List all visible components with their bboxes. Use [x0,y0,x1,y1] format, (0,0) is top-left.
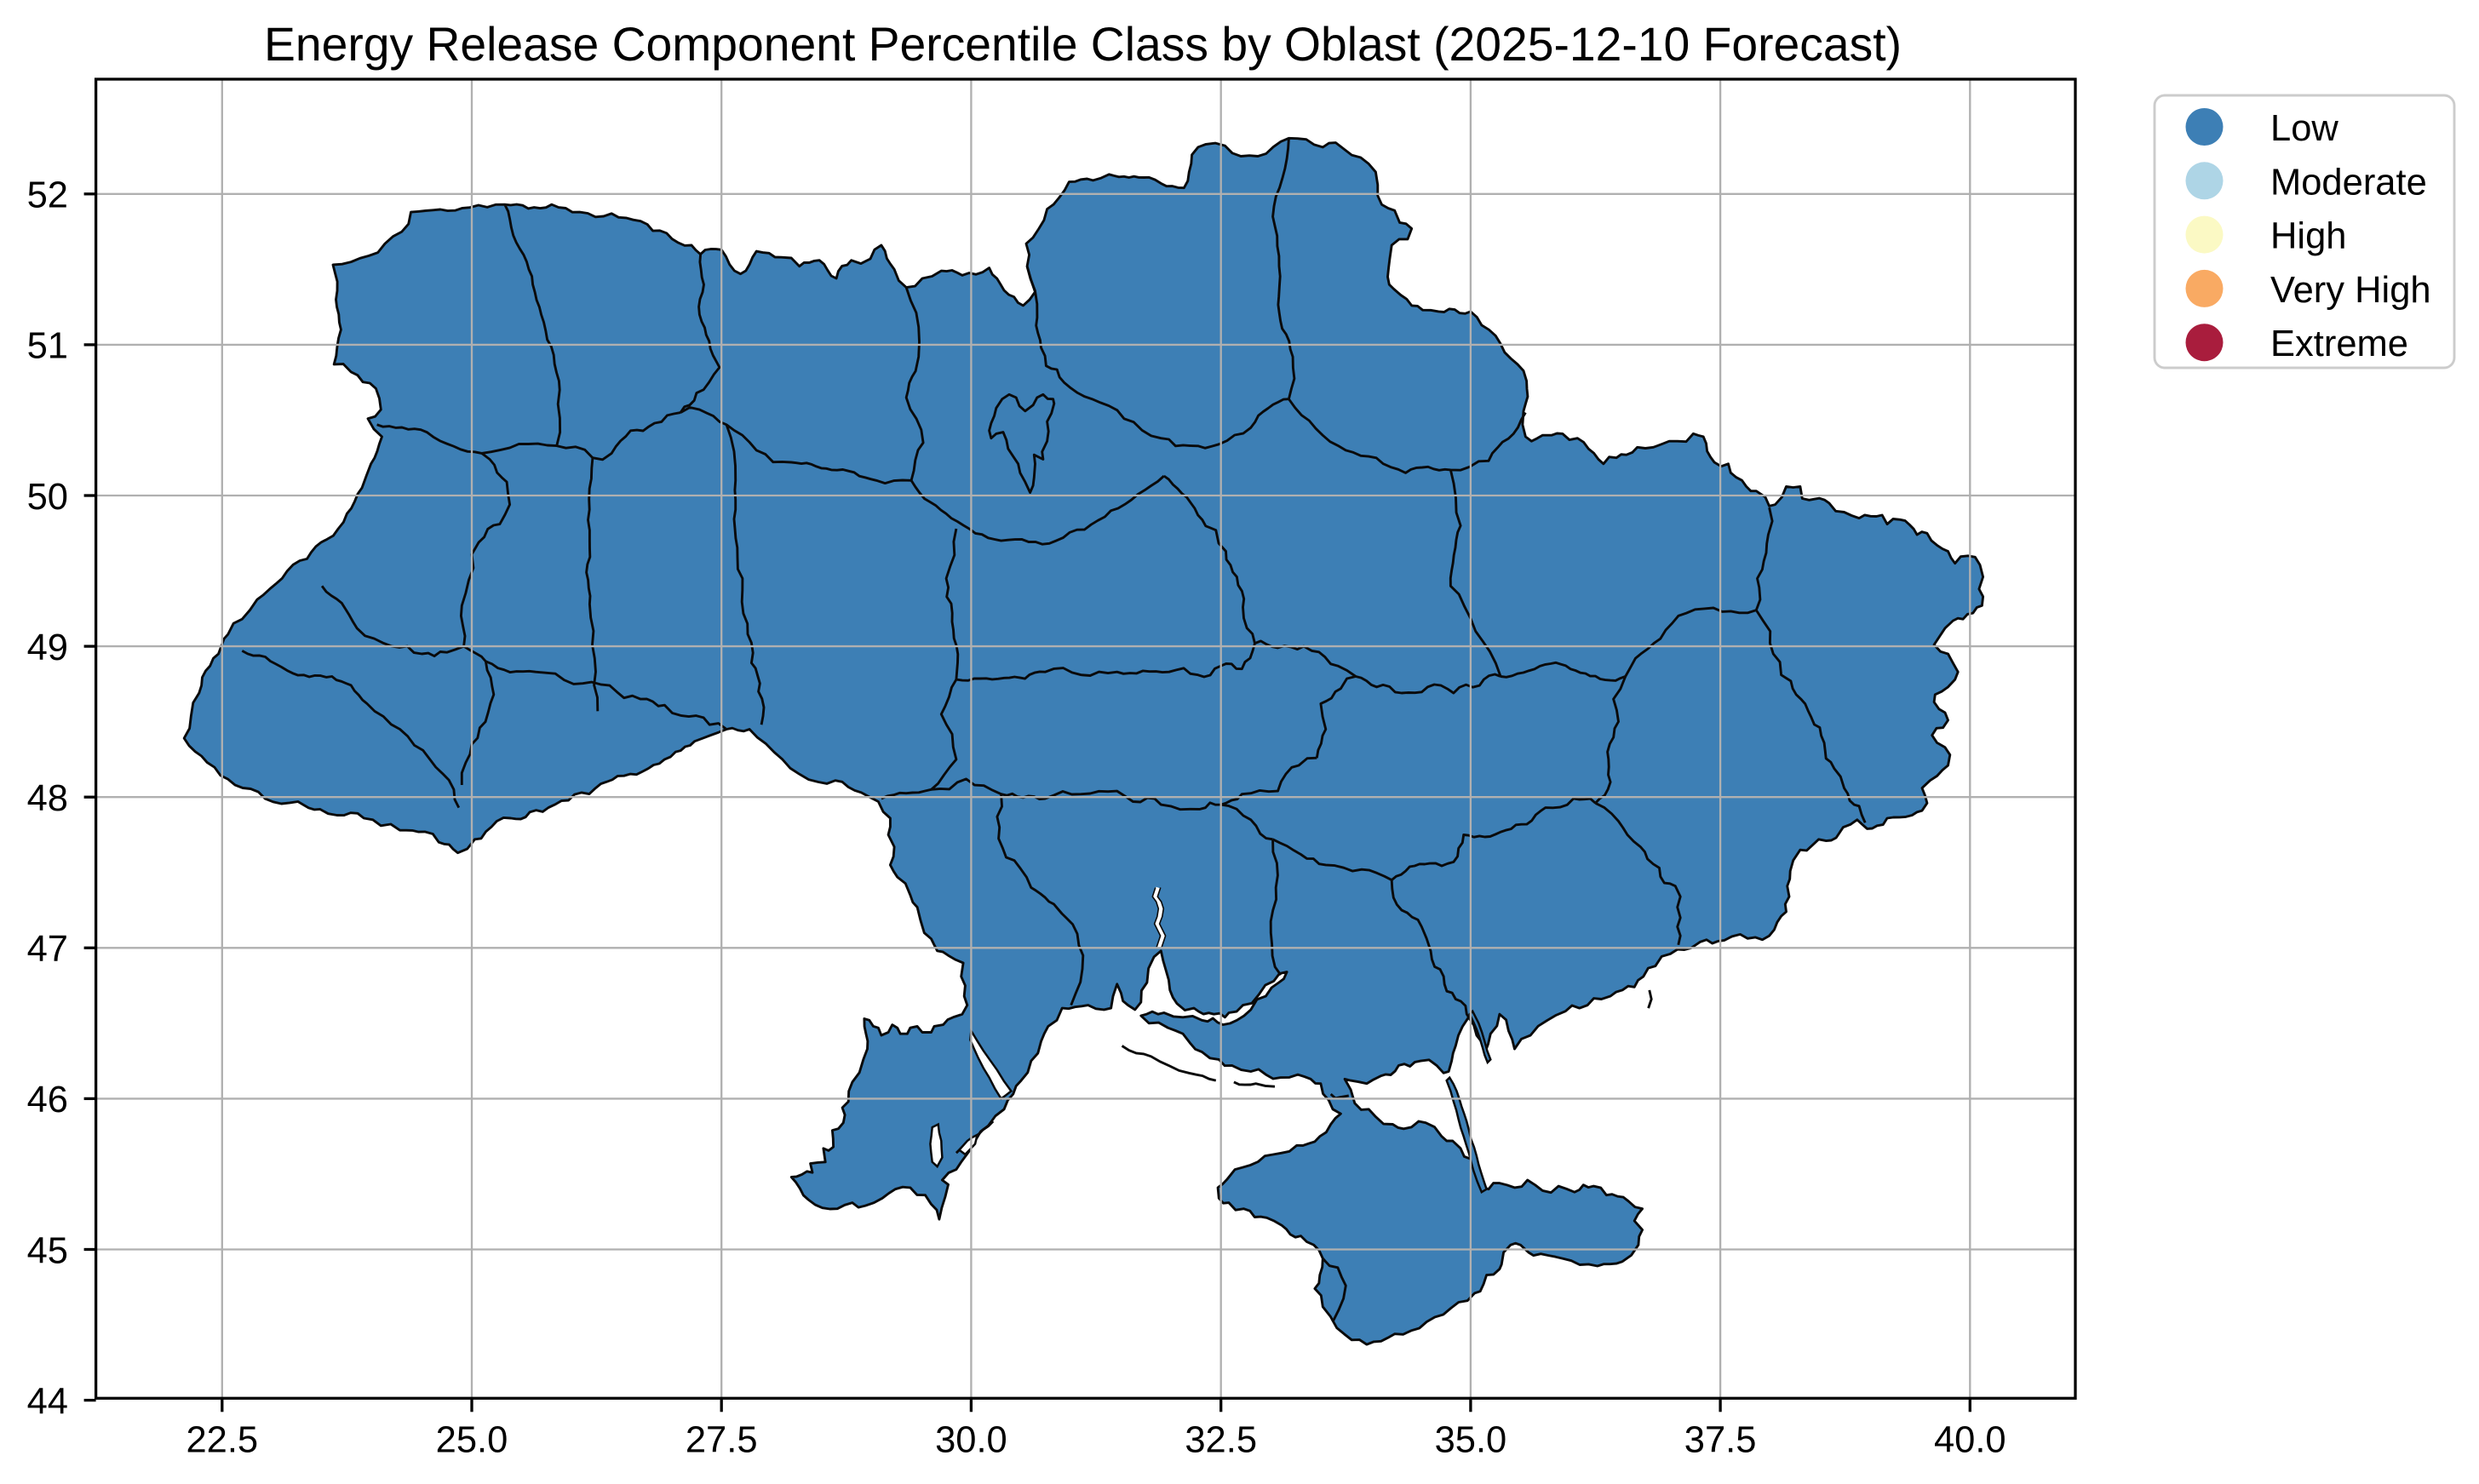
svg-text:Extreme: Extreme [2270,324,2408,364]
svg-text:30.0: 30.0 [935,1420,1007,1461]
svg-text:High: High [2270,216,2346,257]
svg-text:Energy Release Component Perce: Energy Release Component Percentile Clas… [264,17,1902,71]
svg-text:50: 50 [27,477,68,518]
svg-text:Very High: Very High [2270,270,2431,311]
svg-text:44: 44 [27,1381,68,1422]
svg-text:35.0: 35.0 [1435,1420,1507,1461]
svg-text:49: 49 [27,627,68,668]
svg-text:25.0: 25.0 [436,1420,508,1461]
svg-text:46: 46 [27,1080,68,1120]
svg-text:51: 51 [27,326,68,367]
svg-text:40.0: 40.0 [1934,1420,2006,1461]
svg-text:45: 45 [27,1230,68,1271]
svg-text:37.5: 37.5 [1684,1420,1757,1461]
svg-text:Moderate: Moderate [2270,162,2427,203]
svg-text:22.5: 22.5 [186,1420,258,1461]
svg-text:27.5: 27.5 [686,1420,758,1461]
svg-text:52: 52 [27,175,68,216]
svg-text:32.5: 32.5 [1185,1420,1257,1461]
svg-text:47: 47 [27,929,68,970]
svg-text:48: 48 [27,778,68,819]
svg-text:Low: Low [2270,108,2338,149]
